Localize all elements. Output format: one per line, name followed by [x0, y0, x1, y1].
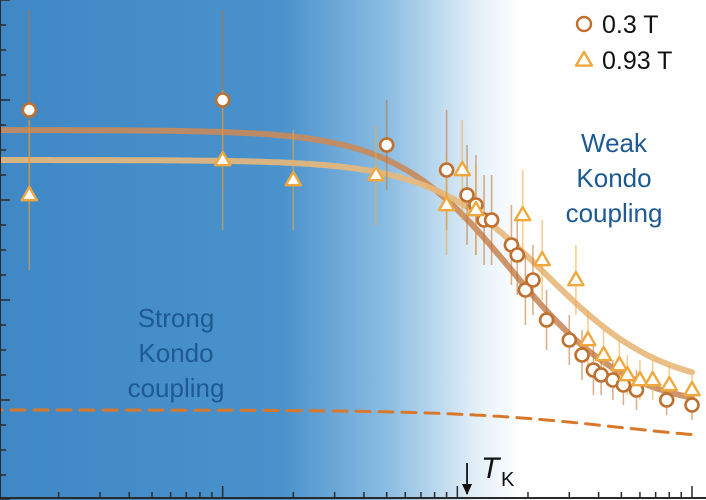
data-point-circle: [214, 92, 231, 108]
legend-label-0-3T: 0.3 T: [602, 11, 659, 39]
legend-marker-triangle: [574, 50, 594, 67]
data-point-triangle: [660, 375, 679, 392]
legend-marker-circle: [575, 15, 593, 33]
data-point-circle: [574, 347, 590, 363]
tk-label: T: [481, 452, 502, 485]
legend: 0.3 T 0.93 T: [574, 11, 672, 75]
tk-arrow-head: [462, 484, 473, 495]
data-point-triangle: [513, 205, 532, 222]
data-point-circle: [658, 392, 675, 408]
legend-label-0-93T: 0.93 T: [602, 47, 672, 75]
weak-kondo-label-line: Kondo: [576, 163, 651, 193]
data-point-triangle: [367, 165, 385, 182]
data-point-triangle: [284, 170, 303, 187]
data-point-circle: [538, 312, 555, 328]
data-point-triangle: [618, 365, 637, 382]
strong-kondo-label-line: coupling: [128, 373, 225, 403]
tk-label-subscript: K: [501, 469, 515, 491]
data-point-triangle: [467, 200, 485, 217]
data-point-circle: [438, 162, 455, 178]
data-point-triangle: [453, 160, 472, 177]
data-point-circle: [525, 272, 541, 288]
data-point-triangle: [579, 330, 597, 347]
weak-kondo-label-line: coupling: [566, 198, 663, 228]
fit-curve-3: [0, 408, 694, 437]
data-point-circle: [459, 187, 475, 203]
region-label-strong: Strong Kondo coupling: [128, 303, 225, 403]
data-point-triangle: [610, 355, 629, 372]
weak-kondo-label-line: Weak: [581, 128, 648, 158]
data-point-triangle: [594, 345, 613, 362]
data-points: [20, 92, 701, 413]
data-point-circle: [378, 137, 395, 153]
data-point-triangle: [567, 270, 585, 287]
data-point-circle: [561, 332, 578, 348]
data-point-triangle: [20, 185, 39, 202]
data-point-circle: [21, 102, 38, 118]
strong-kondo-label-line: Strong: [138, 303, 215, 333]
data-point-triangle: [631, 370, 649, 387]
data-point-triangle: [643, 370, 662, 387]
data-point-circle: [509, 247, 526, 263]
data-point-triangle: [683, 380, 701, 397]
data-point-circle: [684, 397, 700, 413]
data-point-triangle: [213, 150, 232, 167]
data-point-circle: [517, 282, 534, 298]
region-label-weak: Weak Kondo coupling: [566, 128, 663, 228]
strong-kondo-label-line: Kondo: [138, 338, 213, 368]
data-point-circle: [483, 212, 500, 228]
data-point-triangle: [437, 195, 456, 212]
data-point-triangle: [533, 250, 551, 267]
fit-curve-2: [0, 157, 695, 376]
